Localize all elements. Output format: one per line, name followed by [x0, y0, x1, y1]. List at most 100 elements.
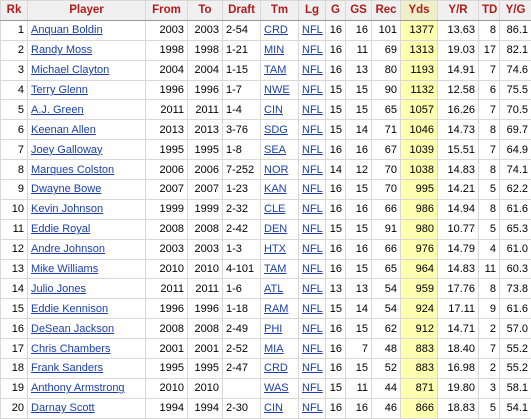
table-cell[interactable]: NFL [298, 258, 326, 280]
table-cell[interactable]: NFL [298, 278, 326, 300]
table-cell[interactable]: Joey Galloway [27, 139, 146, 161]
table-cell[interactable]: Michael Clayton [27, 59, 146, 81]
table-cell[interactable]: Kevin Johnson [27, 198, 146, 220]
column-header[interactable]: Yds [400, 0, 438, 21]
table-cell[interactable]: NFL [298, 338, 326, 360]
table-cell: 2006 [187, 159, 223, 181]
table-cell[interactable]: NFL [298, 238, 326, 260]
table-cell[interactable]: Chris Chambers [27, 338, 146, 360]
table-cell: 1-15 [222, 59, 261, 81]
table-cell: 15 [345, 99, 372, 121]
table-cell[interactable]: DeSean Jackson [27, 318, 146, 340]
table-cell: 1-4 [222, 99, 261, 121]
column-header[interactable]: Y/G [499, 0, 531, 21]
table-cell[interactable]: NFL [298, 79, 326, 101]
column-header[interactable]: Player [27, 0, 146, 21]
table-cell[interactable]: NFL [298, 139, 326, 161]
table-cell: 1132 [400, 79, 438, 101]
table-cell[interactable]: CRD [260, 19, 299, 41]
table-cell[interactable]: Anquan Boldin [27, 19, 146, 41]
table-cell[interactable]: NFL [298, 119, 326, 141]
table-cell[interactable]: Dwayne Bowe [27, 179, 146, 200]
table-cell[interactable]: Mike Williams [27, 258, 146, 280]
column-header[interactable]: TD [478, 0, 500, 21]
table-cell: 871 [400, 377, 438, 399]
table-cell: 8 [478, 159, 500, 181]
table-cell[interactable]: Darnay Scott [27, 397, 146, 419]
column-header[interactable]: Lg [298, 0, 326, 21]
table-cell: 7 [478, 99, 500, 121]
table-cell[interactable]: NWE [260, 79, 299, 101]
column-header[interactable]: GS [345, 0, 372, 21]
table-row: 16 DeSean Jackson 2008 2008 2-49 PHI NFL 16 15 62… [0, 318, 531, 340]
table-cell[interactable]: RAM [260, 298, 299, 320]
column-header[interactable]: Y/R [437, 0, 479, 21]
table-cell: 1-23 [222, 179, 261, 200]
table-cell[interactable]: NOR [260, 159, 299, 181]
table-cell: 2-49 [222, 318, 261, 340]
table-cell: 2008 [187, 318, 223, 340]
table-cell[interactable]: NFL [298, 397, 326, 419]
table-cell[interactable]: Keenan Allen [27, 119, 146, 141]
table-cell[interactable]: TAM [260, 258, 299, 280]
table-cell[interactable]: HTX [260, 238, 299, 260]
table-cell: 1377 [400, 19, 438, 41]
table-cell[interactable]: WAS [260, 377, 299, 399]
table-cell[interactable]: Julio Jones [27, 278, 146, 300]
table-cell: 16.26 [437, 99, 479, 121]
column-header[interactable]: Rec [371, 0, 401, 21]
table-cell[interactable]: NFL [298, 19, 326, 41]
table-cell[interactable]: NFL [298, 39, 326, 61]
table-cell[interactable]: CRD [260, 358, 299, 379]
table-cell[interactable]: CIN [260, 397, 299, 419]
table-cell[interactable]: TAM [260, 59, 299, 81]
table-cell[interactable]: MIN [260, 39, 299, 61]
table-row: 5 A.J. Green 2011 2011 1-4 CIN NFL 15 15 65 1057 16… [0, 99, 531, 121]
table-cell[interactable]: NFL [298, 198, 326, 220]
table-cell: 16 [345, 139, 372, 161]
table-cell[interactable]: NFL [298, 159, 326, 181]
table-cell[interactable]: NFL [298, 179, 326, 200]
column-header[interactable]: Draft [222, 0, 261, 21]
table-cell[interactable]: Randy Moss [27, 39, 146, 61]
table-cell[interactable]: Anthony Armstrong [27, 377, 146, 399]
table-cell[interactable]: DEN [260, 218, 299, 240]
column-header[interactable]: From [145, 0, 188, 21]
table-cell[interactable]: CLE [260, 198, 299, 220]
table-cell[interactable]: KAN [260, 179, 299, 200]
table-cell[interactable]: NFL [298, 218, 326, 240]
table-cell[interactable]: Eddie Royal [27, 218, 146, 240]
column-header[interactable]: Rk [0, 0, 28, 21]
table-cell[interactable]: CIN [260, 99, 299, 121]
table-cell: 7 [478, 59, 500, 81]
table-cell: 1994 [145, 397, 188, 419]
table-cell[interactable]: NFL [298, 298, 326, 320]
table-cell[interactable]: SDG [260, 119, 299, 141]
table-cell[interactable]: NFL [298, 59, 326, 81]
table-cell: 14 [345, 119, 372, 141]
table-cell[interactable]: SEA [260, 139, 299, 161]
table-cell: 54.1 [499, 397, 531, 419]
table-cell[interactable]: NFL [298, 358, 326, 379]
table-cell[interactable]: NFL [298, 99, 326, 121]
column-header[interactable]: Tm [260, 0, 299, 21]
table-cell: 11 [0, 218, 28, 240]
table-cell: 1039 [400, 139, 438, 161]
table-cell[interactable]: NFL [298, 377, 326, 399]
table-cell[interactable]: A.J. Green [27, 99, 146, 121]
table-cell: 15 [325, 119, 346, 141]
table-cell[interactable]: Frank Sanders [27, 358, 146, 379]
table-cell: 1193 [400, 59, 438, 81]
table-cell[interactable]: PHI [260, 318, 299, 340]
table-cell[interactable]: MIA [260, 338, 299, 360]
table-cell: 15 [325, 218, 346, 240]
table-cell[interactable]: Andre Johnson [27, 238, 146, 260]
table-cell[interactable]: ATL [260, 278, 299, 300]
column-header[interactable]: G [325, 0, 346, 21]
column-header[interactable]: To [187, 0, 223, 21]
table-cell[interactable]: Eddie Kennison [27, 298, 146, 320]
table-cell[interactable]: Marques Colston [27, 159, 146, 181]
table-cell[interactable]: NFL [298, 318, 326, 340]
table-cell: 8 [478, 278, 500, 300]
table-cell[interactable]: Terry Glenn [27, 79, 146, 101]
